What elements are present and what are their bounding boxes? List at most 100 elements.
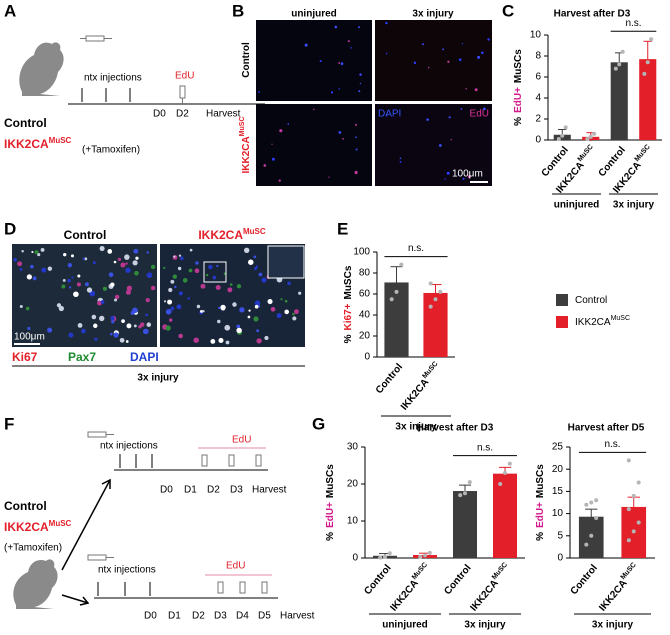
nucleus <box>444 178 446 180</box>
label-text: Control <box>374 361 405 395</box>
day-label: D1 <box>168 611 181 622</box>
data-point <box>642 71 647 76</box>
injection-arrows <box>81 88 131 102</box>
panel-b: uninjured 3x injury Control IKK2CAMuSC D… <box>239 9 492 186</box>
nucleus <box>200 310 203 313</box>
bar <box>493 473 517 558</box>
data-point <box>389 297 394 302</box>
nucleus <box>448 116 451 119</box>
nucleus <box>170 306 175 311</box>
y-axis-label: % EdU+ MuSCs <box>325 464 336 541</box>
nucleus <box>347 40 350 43</box>
nucleus <box>287 281 291 286</box>
day-label: Harvest <box>206 109 241 120</box>
bar <box>610 62 628 140</box>
nucleus <box>150 285 156 291</box>
y-tick-label: 60 <box>359 289 371 300</box>
nucleus <box>292 316 297 321</box>
y-axis-label-part: EdU+ <box>535 502 546 528</box>
nucleus <box>239 307 245 313</box>
nucleus <box>442 48 445 51</box>
nucleus <box>480 51 484 55</box>
data-point <box>613 66 618 71</box>
day-label: D5 <box>258 611 271 622</box>
nucleus <box>200 283 206 289</box>
stain-label: Ki67 <box>12 350 38 364</box>
y-tick-label: 80 <box>359 268 371 279</box>
day-label: D0 <box>153 109 166 120</box>
nucleus <box>212 275 217 280</box>
nucleus <box>47 327 53 333</box>
nucleus <box>113 332 119 338</box>
label-sup: MuSC <box>577 144 595 164</box>
nucleus <box>62 278 66 282</box>
nucleus <box>194 268 200 274</box>
legend-label: Control <box>575 295 607 306</box>
data-point <box>560 133 565 138</box>
nucleus <box>145 313 149 317</box>
nucleus <box>232 302 237 307</box>
day-label: D1 <box>184 485 197 496</box>
x-tick-label: IKK2CAMuSC <box>596 562 642 614</box>
y-tick-label: 10 <box>347 516 359 527</box>
y-tick-label: 40 <box>359 310 371 321</box>
data-point <box>418 554 423 559</box>
nucleus <box>350 47 352 49</box>
nucleus <box>82 257 85 261</box>
micrograph <box>256 104 372 186</box>
data-point <box>433 297 438 302</box>
label-text: IKK2CA <box>597 578 629 614</box>
nucleus <box>134 270 139 276</box>
mouse-icon <box>19 42 64 96</box>
nucleus <box>172 274 178 279</box>
syringe-icon <box>179 85 186 104</box>
nucleus <box>256 329 260 333</box>
data-point <box>394 289 399 294</box>
y-axis-label-part: MuSCs <box>343 265 354 299</box>
y-tick-label: 0 <box>352 553 358 564</box>
y-tick-label: 0 <box>535 135 541 146</box>
data-point <box>383 554 387 559</box>
data-point <box>378 555 383 560</box>
y-axis-label-part: EdU+ <box>513 87 524 113</box>
group-label: 3x injury <box>613 200 655 211</box>
data-point <box>399 262 404 267</box>
y-tick-label: 20 <box>552 464 564 475</box>
nucleus <box>114 298 118 302</box>
nucleus <box>76 282 81 287</box>
nucleus <box>298 291 302 295</box>
column-header: 3x injury <box>412 9 454 20</box>
nucleus <box>47 266 53 271</box>
label-sup: MuSC <box>411 562 429 582</box>
nucleus <box>41 267 47 273</box>
nucleus <box>125 262 128 265</box>
nucleus <box>267 299 273 305</box>
nucleus <box>279 129 283 133</box>
branch-arrows <box>61 478 111 606</box>
row-header: IKK2CAMuSC <box>239 116 251 173</box>
nucleus <box>220 304 226 311</box>
stain-label: Pax7 <box>68 350 96 364</box>
nucleus <box>68 332 74 338</box>
nucleus <box>111 320 115 324</box>
label-text: Control <box>575 295 607 306</box>
nucleus <box>413 61 417 65</box>
label-sup: MuSC <box>611 315 630 322</box>
x-tick-label: IKK2CAMuSC <box>467 562 513 614</box>
panel-letter: C <box>502 1 514 20</box>
nucleus <box>30 264 34 269</box>
nucleus <box>276 313 282 319</box>
nucleus <box>264 335 269 341</box>
x-tick-label: IKK2CAMuSC <box>387 562 433 614</box>
column-header: uninjured <box>291 9 337 20</box>
nucleus <box>109 332 113 336</box>
column-header: IKK2CAMuSC <box>198 227 266 243</box>
chart-title: Harvest after D3 <box>417 423 494 434</box>
nucleus <box>187 297 191 300</box>
nucleus <box>457 174 460 176</box>
y-axis-label-part: % <box>343 334 354 343</box>
nucleus <box>256 338 262 344</box>
label-sup: MuSC <box>620 562 638 582</box>
significance-label: n.s. <box>477 442 493 453</box>
